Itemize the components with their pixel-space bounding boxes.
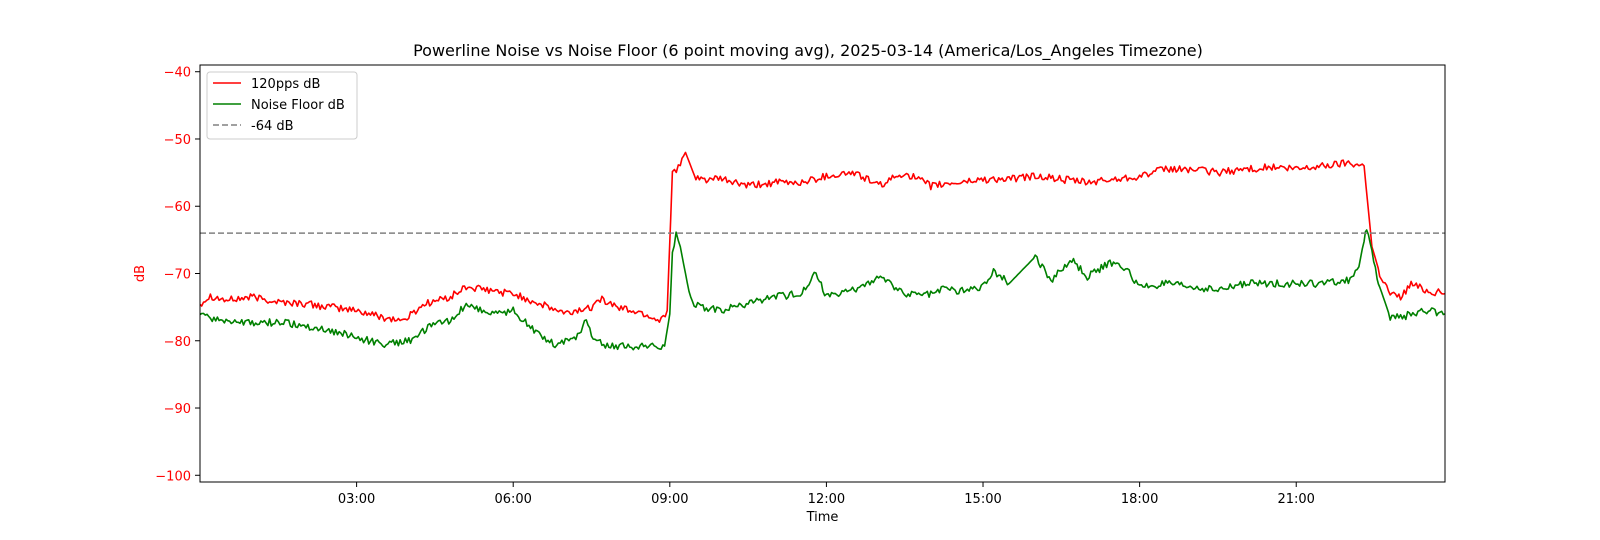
y-tick-label: −80: [164, 335, 191, 350]
series-line-1: [199, 229, 1446, 351]
chart-title: Powerline Noise vs Noise Floor (6 point …: [413, 41, 1203, 61]
x-tick-label: 12:00: [808, 492, 845, 507]
y-axis-label: dB: [133, 265, 148, 282]
y-tick-label: −40: [164, 66, 191, 81]
legend-label: 120pps dB: [251, 77, 320, 92]
x-axis-label: Time: [806, 510, 839, 525]
y-tick-label: −90: [164, 402, 191, 417]
legend: 120pps dB Noise Floor dB -64 dB: [206, 71, 358, 140]
plot-area: [200, 65, 1445, 482]
legend-box: [206, 71, 358, 140]
y-axis: −40 −50 −60 −70 −80 −90 −100: [155, 66, 200, 484]
y-tick-label: −70: [164, 268, 191, 283]
series-line-0: [199, 151, 1446, 324]
legend-label: -64 dB: [251, 119, 294, 134]
x-tick-label: 15:00: [964, 492, 1001, 507]
y-tick-label: −100: [155, 469, 191, 484]
x-tick-label: 03:00: [338, 492, 375, 507]
legend-label: Noise Floor dB: [251, 98, 345, 113]
y-tick-label: −50: [164, 133, 191, 148]
x-axis: 03:00 06:00 09:00 12:00 15:00 18:00 21:00: [338, 482, 1315, 507]
x-tick-label: 09:00: [651, 492, 688, 507]
x-tick-label: 21:00: [1277, 492, 1314, 507]
x-tick-label: 06:00: [494, 492, 531, 507]
y-tick-label: −60: [164, 200, 191, 215]
x-tick-label: 18:00: [1121, 492, 1158, 507]
series-layer: [199, 151, 1446, 351]
